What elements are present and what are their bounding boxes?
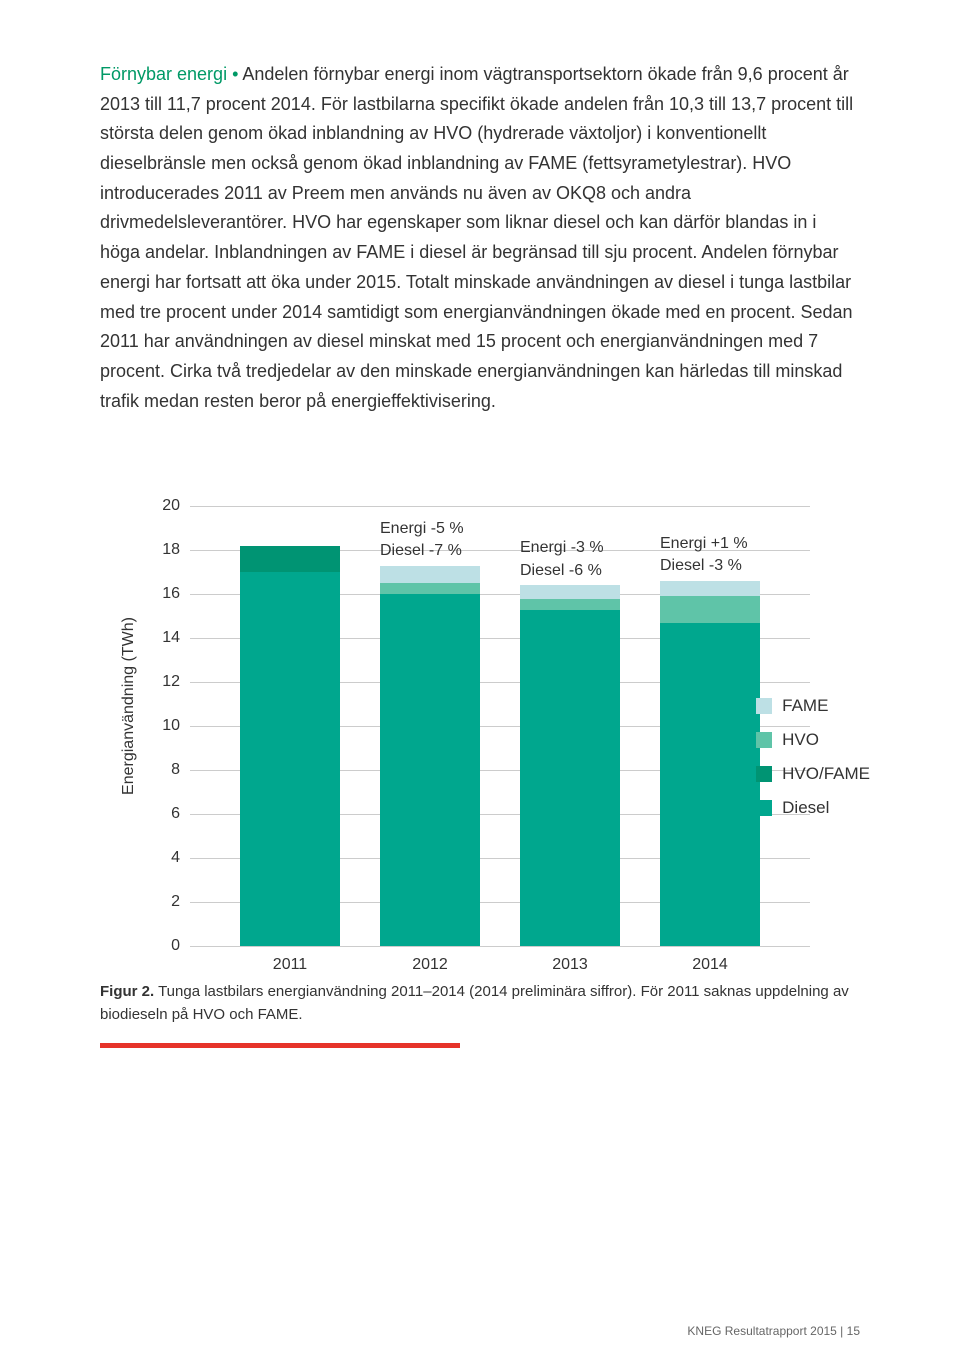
y-tick: 18 xyxy=(162,541,180,559)
bar-segment-fame xyxy=(660,581,760,596)
y-tick: 0 xyxy=(171,937,180,955)
bar-segment-diesel xyxy=(660,623,760,946)
bar-segment-fame xyxy=(380,566,480,584)
legend-label: Diesel xyxy=(782,798,829,818)
y-tick: 14 xyxy=(162,629,180,647)
y-tick: 12 xyxy=(162,673,180,691)
y-tick: 16 xyxy=(162,585,180,603)
y-tick: 4 xyxy=(171,849,180,867)
legend-swatch xyxy=(756,800,772,816)
caption-text: Tunga lastbilars energianvändning 2011–2… xyxy=(100,983,849,1023)
bar-column xyxy=(660,581,760,946)
legend-item: HVO xyxy=(756,730,870,750)
bar-column xyxy=(380,566,480,947)
legend-item: FAME xyxy=(756,696,870,716)
legend-item: Diesel xyxy=(756,798,870,818)
page-footer: KNEG Resultatrapport 2015 | 15 xyxy=(687,1324,860,1338)
energy-chart: Energianvändning (TWh) 0 2 4 6 8 10 12 14 16 18 20… xyxy=(100,506,860,1026)
footer-sep: | xyxy=(837,1324,847,1338)
footer-left: KNEG Resultatrapport 2015 xyxy=(687,1324,836,1338)
legend-label: HVO/FAME xyxy=(782,764,870,784)
bar-annotation: Energi +1 %Diesel -3 % xyxy=(660,533,748,578)
y-tick: 10 xyxy=(162,717,180,735)
body-paragraph: Förnybar energi • Andelen förnybar energ… xyxy=(100,60,860,416)
x-tick: 2014 xyxy=(660,956,760,974)
legend-label: HVO xyxy=(782,730,819,750)
x-tick: 2013 xyxy=(520,956,620,974)
lead-label: Förnybar energi • xyxy=(100,64,238,84)
chart-legend: FAME HVO HVO/FAME Diesel xyxy=(756,696,870,832)
bar-segment-hvo xyxy=(660,596,760,622)
red-underline xyxy=(100,1043,460,1048)
bar-segment-hvo xyxy=(380,583,480,594)
y-tick: 2 xyxy=(171,893,180,911)
bar-annotation: Energi -5 %Diesel -7 % xyxy=(380,518,464,563)
bar-column xyxy=(240,546,340,946)
legend-label: FAME xyxy=(782,696,828,716)
x-tick: 2011 xyxy=(240,956,340,974)
footer-page: 15 xyxy=(847,1324,860,1338)
chart-caption: Figur 2. Tunga lastbilars energianvändni… xyxy=(100,981,860,1026)
bar-segment-fame xyxy=(520,585,620,598)
grid-line xyxy=(190,946,810,947)
x-tick: 2012 xyxy=(380,956,480,974)
legend-swatch xyxy=(756,766,772,782)
y-tick: 6 xyxy=(171,805,180,823)
y-tick: 20 xyxy=(162,497,180,515)
legend-swatch xyxy=(756,732,772,748)
caption-bold: Figur 2. xyxy=(100,983,154,1000)
bar-segment-diesel xyxy=(240,572,340,946)
body-text: Andelen förnybar energi inom vägtranspor… xyxy=(100,64,853,411)
bar-segment-diesel xyxy=(520,610,620,947)
bar-annotation: Energi -3 %Diesel -6 % xyxy=(520,537,604,582)
legend-item: HVO/FAME xyxy=(756,764,870,784)
bar-segment-hvo_fame xyxy=(240,546,340,572)
bar-segment-diesel xyxy=(380,594,480,946)
bar-segment-hvo xyxy=(520,599,620,610)
bar-column xyxy=(520,585,620,946)
y-axis-label: Energianvändning (TWh) xyxy=(120,617,138,795)
y-tick: 8 xyxy=(171,761,180,779)
legend-swatch xyxy=(756,698,772,714)
